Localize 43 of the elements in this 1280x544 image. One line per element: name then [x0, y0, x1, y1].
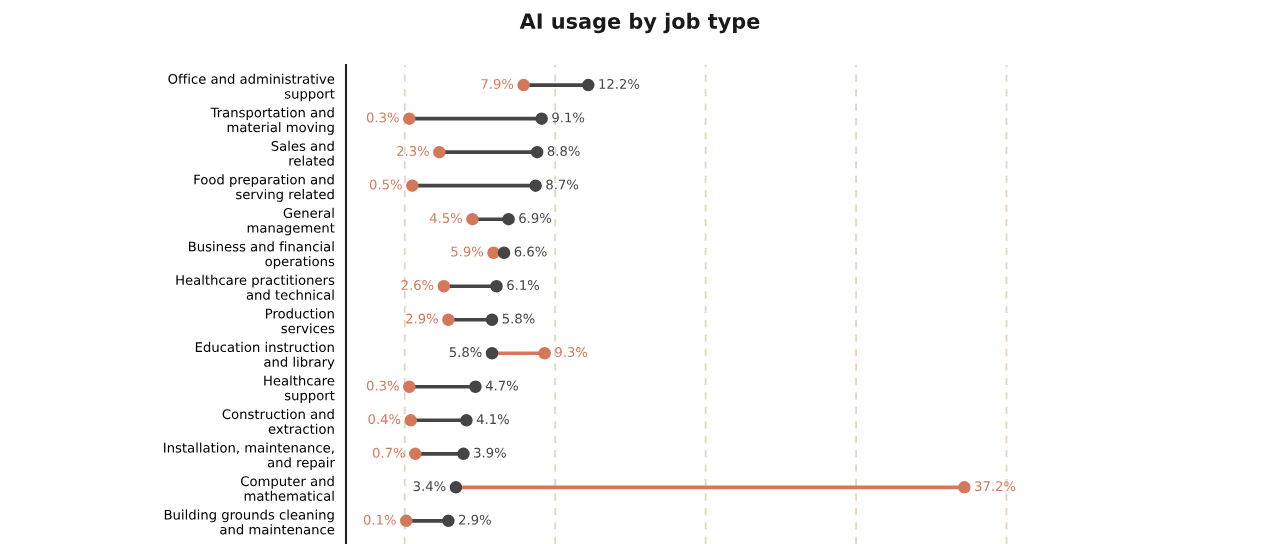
- data-label: 37.2%: [975, 481, 1016, 492]
- data-label: 4.7%: [485, 380, 518, 391]
- data-label: 8.8%: [547, 146, 580, 156]
- data-label: 8.7%: [546, 179, 579, 190]
- category-label: Business and financial operations: [189, 241, 335, 269]
- data-label: 0.3%: [366, 380, 399, 391]
- data-label: 2.9%: [406, 313, 438, 324]
- category-label: Building grounds cleaning and maintenance: [164, 509, 335, 535]
- data-label: 3.9%: [474, 447, 506, 458]
- data-label: 0.4%: [368, 414, 401, 425]
- data-label: 0.5%: [369, 179, 402, 190]
- data-label: 5.8%: [449, 347, 482, 358]
- category-label: General management: [247, 207, 335, 236]
- category-label: Office and administrative support: [168, 73, 335, 102]
- data-label: 0.7%: [372, 447, 405, 458]
- data-label: 3.4%: [413, 481, 446, 492]
- data-label: 0.1%: [363, 514, 396, 525]
- category-label: Computer and mathematical: [241, 475, 334, 501]
- category-label: Food preparation and serving related: [194, 174, 334, 202]
- data-label: 4.5%: [429, 213, 463, 224]
- data-label: 4.1%: [476, 414, 509, 425]
- text: AI usage by job type: [519, 12, 760, 34]
- data-label: 9.1%: [552, 112, 585, 123]
- category-label: Sales and related: [271, 140, 334, 166]
- data-label: 5.9%: [451, 246, 484, 257]
- category-label: Healthcare practitioners and technical: [176, 274, 335, 300]
- data-label: 6.9%: [519, 213, 552, 224]
- data-label: 5.8%: [502, 313, 535, 324]
- data-label: 2.9%: [459, 514, 491, 525]
- data-label: 0.3%: [366, 112, 399, 123]
- data-label: 7.9%: [481, 78, 514, 89]
- category-label: Healthcare support: [264, 375, 335, 403]
- category-label: Production services: [265, 308, 335, 334]
- data-label: 6.6%: [514, 246, 547, 257]
- category-label: Transportation and material moving: [210, 107, 334, 135]
- data-label: 6.1%: [507, 280, 540, 291]
- category-label: Construction and extraction: [222, 408, 334, 434]
- category-label: Education instruction and library: [195, 341, 335, 370]
- data-label: 2.6%: [401, 280, 434, 291]
- data-label: 9.3%: [555, 347, 588, 358]
- data-label: 12.2%: [599, 78, 640, 89]
- category-label: Installation, maintenance, and repair: [164, 442, 335, 470]
- data-label: 2.3%: [397, 146, 429, 156]
